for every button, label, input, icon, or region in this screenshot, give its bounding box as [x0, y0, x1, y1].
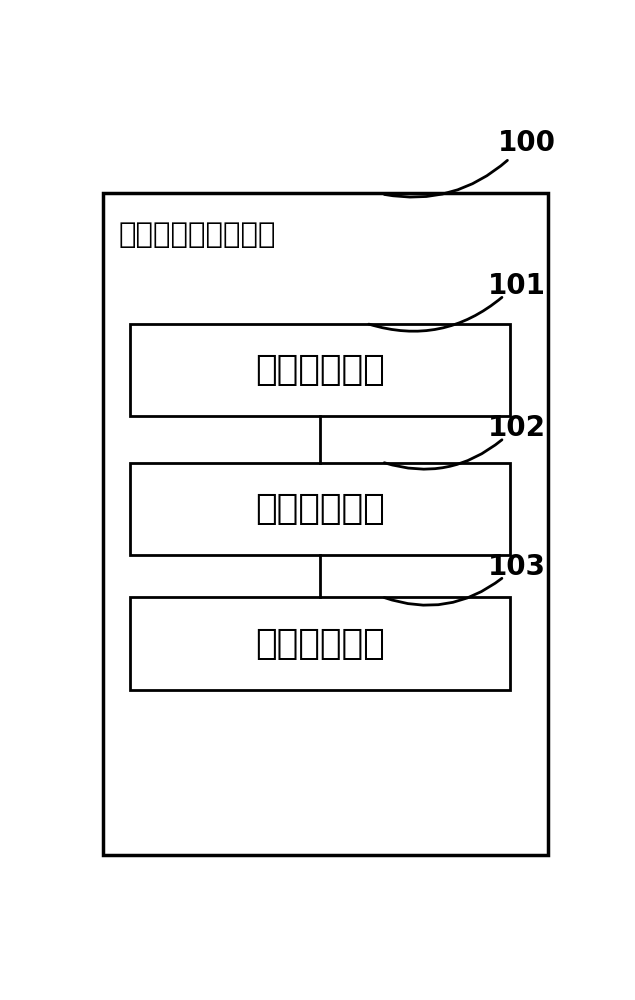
Bar — [130, 463, 509, 555]
Text: 第一设定单元: 第一设定单元 — [255, 492, 385, 526]
Text: 103: 103 — [488, 553, 546, 581]
FancyArrowPatch shape — [384, 578, 502, 605]
FancyArrowPatch shape — [384, 440, 502, 469]
Text: 102: 102 — [488, 414, 546, 442]
FancyArrowPatch shape — [384, 160, 507, 197]
Text: 101: 101 — [488, 272, 546, 300]
Text: 第一估计单元: 第一估计单元 — [255, 353, 385, 387]
Bar — [130, 597, 509, 690]
Bar — [103, 193, 548, 855]
Text: 第一跟踪单元: 第一跟踪单元 — [255, 627, 385, 661]
Text: 100: 100 — [498, 129, 556, 157]
Bar — [130, 324, 509, 416]
FancyArrowPatch shape — [369, 297, 502, 331]
Text: 偏振变化的跟踪装置: 偏振变化的跟踪装置 — [118, 222, 276, 249]
